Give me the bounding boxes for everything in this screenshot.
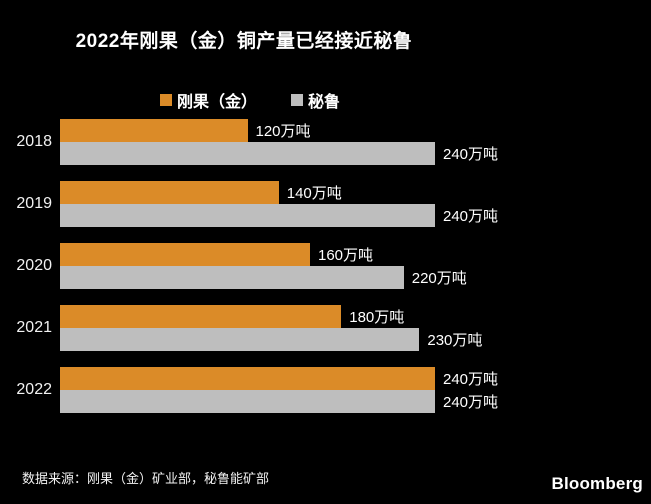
bar-congo xyxy=(60,367,435,390)
year-label: 2020 xyxy=(16,257,52,274)
bar-congo xyxy=(60,181,279,204)
bar-value-label: 120万吨 xyxy=(255,123,311,140)
legend-swatch-peru-icon xyxy=(291,94,303,106)
legend-swatch-congo-icon xyxy=(159,94,172,106)
bar-value-label: 220万吨 xyxy=(411,270,467,287)
bar-congo xyxy=(60,305,342,328)
bloomberg-logo: Bloomberg xyxy=(551,474,643,493)
bar-value-label: 230万吨 xyxy=(427,332,483,349)
bar-value-label: 180万吨 xyxy=(349,309,405,326)
bar-peru xyxy=(60,390,435,413)
legend-label-congo: 刚果（金） xyxy=(176,94,257,111)
year-label: 2021 xyxy=(16,319,52,336)
bar-value-label: 240万吨 xyxy=(443,146,499,163)
bar-peru xyxy=(60,142,435,165)
bar-group-2021: 2021 180万吨 230万吨 xyxy=(0,305,651,351)
bar-value-label: 140万吨 xyxy=(286,185,342,202)
legend: 刚果（金） 秘鲁 xyxy=(0,88,500,112)
legend-item-congo: 刚果（金） xyxy=(159,88,257,112)
year-label: 2018 xyxy=(16,133,52,150)
bar-congo xyxy=(60,243,310,266)
bar-value-label: 240万吨 xyxy=(443,371,499,388)
year-label: 2019 xyxy=(16,195,52,212)
bar-peru xyxy=(60,266,404,289)
bar-chart: 2018 120万吨 240万吨 2019 140万吨 240万吨 xyxy=(0,119,651,429)
bar-group-2019: 2019 140万吨 240万吨 xyxy=(0,181,651,227)
bar-value-label: 240万吨 xyxy=(443,208,499,225)
bar-congo xyxy=(60,119,248,142)
bar-peru xyxy=(60,204,435,227)
bar-group-2020: 2020 160万吨 220万吨 xyxy=(0,243,651,289)
bar-peru xyxy=(60,328,420,351)
bar-group-2018: 2018 120万吨 240万吨 xyxy=(0,119,651,165)
legend-label-peru: 秘鲁 xyxy=(308,94,341,111)
year-label: 2022 xyxy=(16,381,52,398)
bar-group-2022: 2022 240万吨 240万吨 xyxy=(0,367,651,413)
chart-title: 2022年刚果（金）铜产量已经接近秘鲁 xyxy=(75,31,413,52)
bar-value-label: 160万吨 xyxy=(318,247,374,264)
legend-item-peru: 秘鲁 xyxy=(291,88,340,112)
bar-value-label: 240万吨 xyxy=(443,394,499,411)
data-source-note: 数据来源：刚果（金）矿业部，秘鲁能矿部 xyxy=(22,471,270,486)
